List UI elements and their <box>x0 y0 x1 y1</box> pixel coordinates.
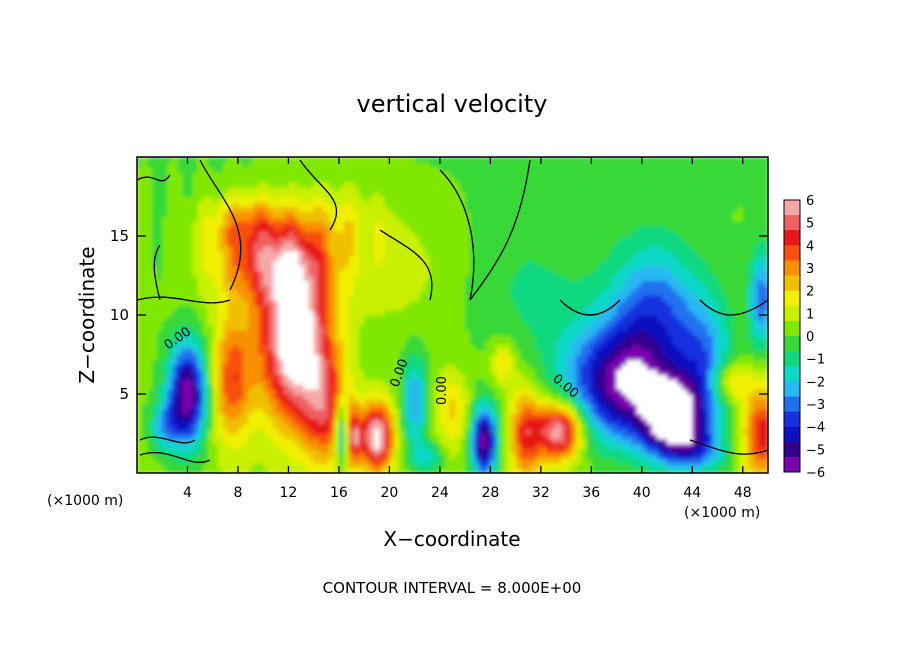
y-axis: 5 10 15 <box>110 227 768 403</box>
colorbar-label: −2 <box>806 375 825 390</box>
x-unit-right: (×1000 m) <box>684 505 760 521</box>
x-tick-label-24: 24 <box>431 485 449 501</box>
x-axis-label: X−coordinate <box>383 527 520 551</box>
colorbar-swatch <box>784 200 800 216</box>
colorbar-swatch <box>784 320 800 337</box>
colorbar-label: 5 <box>806 217 814 232</box>
x-tick-label-40: 40 <box>633 485 651 501</box>
colorbar-swatch <box>784 441 800 458</box>
x-tick-label-20: 20 <box>380 485 398 501</box>
x-tick-label-16: 16 <box>330 485 348 501</box>
colorbar-label: 3 <box>806 262 814 277</box>
chart-title: vertical velocity <box>357 90 548 118</box>
colorbar-swatch <box>784 336 800 352</box>
colorbar-swatch <box>784 351 800 367</box>
contour-interval: CONTOUR INTERVAL = 8.000E+00 <box>323 579 582 597</box>
y-tick-label-15: 15 <box>110 227 129 245</box>
colorbar-label: 2 <box>806 285 814 300</box>
zero-contours <box>136 159 769 464</box>
colorbar-label: −4 <box>806 421 825 436</box>
x-tick-label-36: 36 <box>582 485 600 501</box>
colorbar-label: 1 <box>806 307 814 322</box>
colorbar-label: −5 <box>806 443 825 458</box>
colorbar-swatch <box>784 456 800 473</box>
x-tick-label-8: 8 <box>233 485 242 501</box>
contour-label-3: 0.00 <box>435 376 450 405</box>
y-tick-label-5: 5 <box>119 385 129 403</box>
colorbar-label: −3 <box>806 398 825 413</box>
colorbar-swatch <box>784 426 800 443</box>
colorbar-swatch <box>784 411 800 428</box>
colorbar-swatch <box>784 215 800 231</box>
y-tick-label-10: 10 <box>110 306 129 324</box>
x-tick-label-44: 44 <box>683 485 701 501</box>
colorbar-swatch <box>784 396 800 412</box>
colorbar-swatch <box>784 290 800 307</box>
colorbar-label: 0 <box>806 330 814 345</box>
colorbar-swatch <box>784 366 800 382</box>
colorbar-frame <box>783 199 801 473</box>
colorbar-label: 6 <box>806 194 814 209</box>
colorbar-swatch <box>784 260 800 276</box>
colorbar: 6 5 4 3 2 1 0 −1 −2 −3 −4 −5 −6 <box>783 194 825 481</box>
colorbar-swatch <box>784 245 800 261</box>
colorbar-swatch <box>784 305 800 322</box>
x-tick-label-28: 28 <box>481 485 499 501</box>
colorbar-swatch <box>784 230 800 246</box>
colorbar-label: −6 <box>806 466 825 481</box>
x-tick-label-32: 32 <box>532 485 550 501</box>
heatmap <box>137 157 768 473</box>
plot-area: 0.00 0.00 0.00 0.00 <box>136 156 769 474</box>
colorbar-label: 4 <box>806 239 814 254</box>
y-axis-label: Z−coordinate <box>75 246 99 383</box>
x-unit-left: (×1000 m) <box>47 493 123 509</box>
x-tick-label-4: 4 <box>183 485 192 501</box>
colorbar-swatch <box>784 275 800 292</box>
x-axis: 4 8 12 16 20 24 28 32 36 40 44 48 <box>183 157 752 501</box>
x-tick-label-48: 48 <box>734 485 752 501</box>
colorbar-swatch <box>784 381 800 397</box>
colorbar-label: −1 <box>806 353 825 368</box>
x-tick-label-12: 12 <box>280 485 298 501</box>
